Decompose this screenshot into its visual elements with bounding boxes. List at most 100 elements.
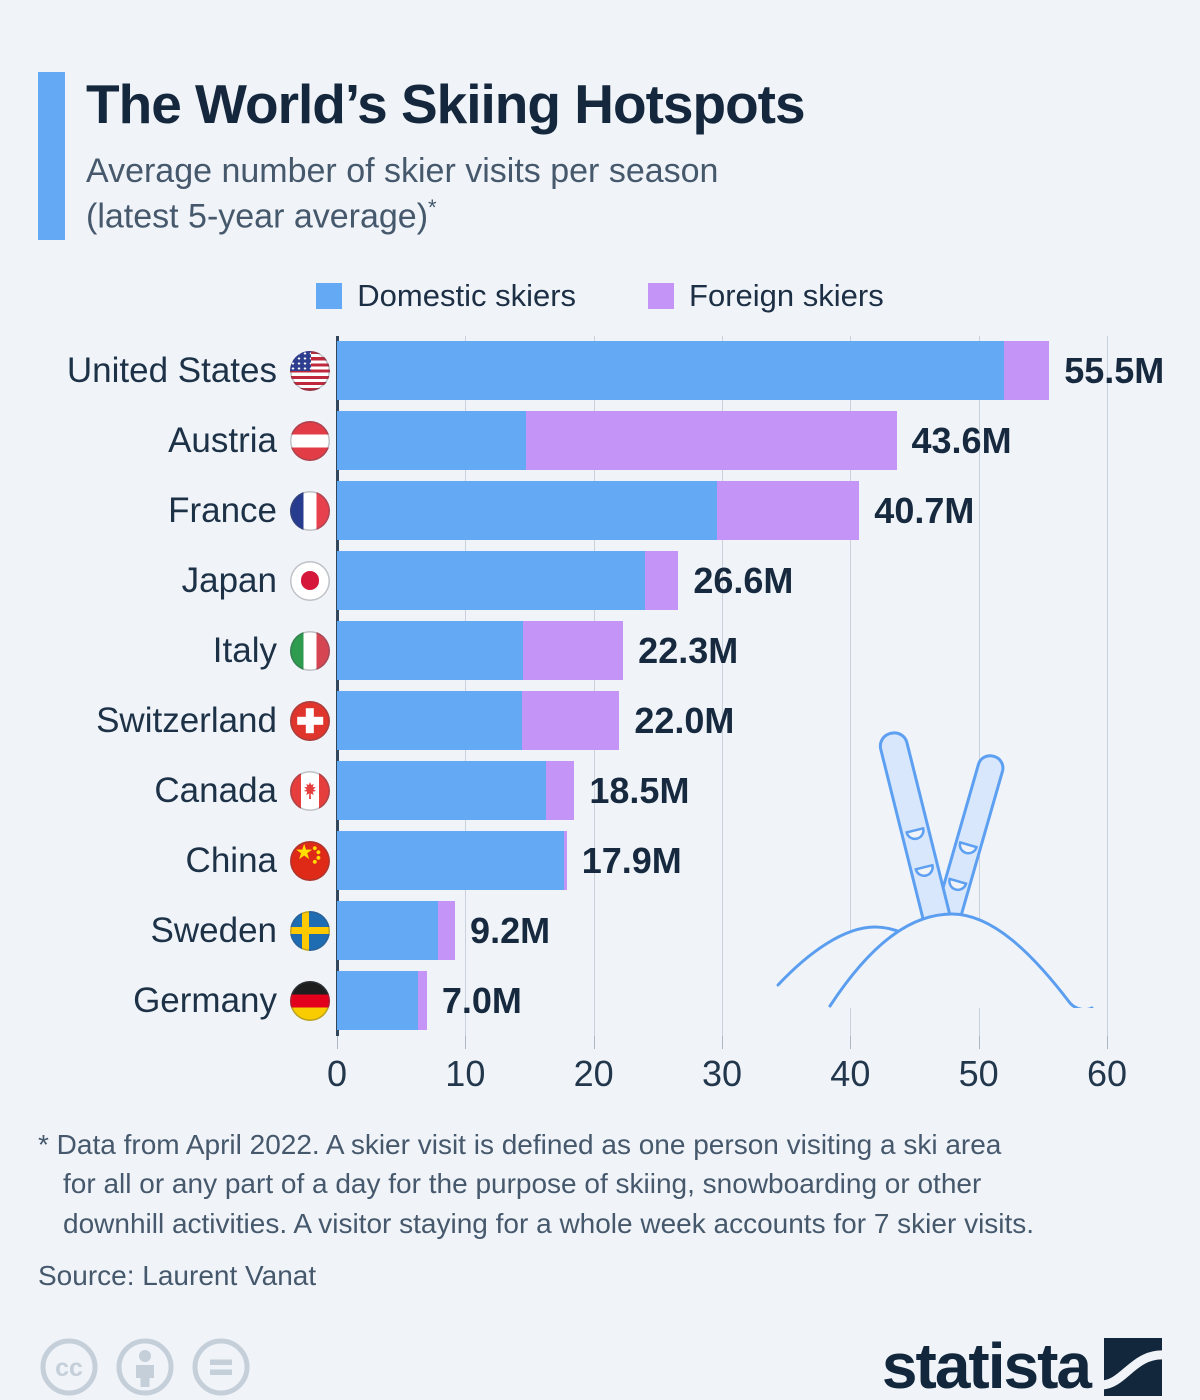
country-label: Switzerland [96,700,277,740]
bar-foreign-segment [417,971,427,1031]
cc-by-icon [116,1338,174,1396]
header-text: The World’s Skiing Hotspots Average numb… [86,72,806,240]
source-credit: Source: Laurent Vanat [38,1259,317,1291]
bar-foreign-segment [645,551,679,611]
bar-domestic-segment [337,831,565,891]
bar-domestic-segment [337,551,645,611]
bar-foreign-segment [525,411,897,471]
subtitle-line-1: Average number of skier visits per seaso… [86,151,719,190]
flag-jp-icon [290,560,330,601]
flag-ca-icon [290,770,330,811]
x-tick-label: 20 [573,1052,614,1094]
svg-text:cc: cc [55,1354,83,1382]
country-label: Italy [212,630,277,670]
country-label: Japan [181,560,277,600]
bar-domestic-segment [337,411,526,471]
statista-logo-mark [1104,1337,1162,1396]
legend-item-domestic: Domestic skiers [316,278,576,314]
country-label: Austria [168,420,277,460]
bar-foreign-segment [716,481,860,541]
flag-de-icon [290,980,330,1021]
bar-foreign-segment [521,691,620,751]
footer: cc statista [38,1330,1162,1400]
bar-domestic-segment [337,341,1005,401]
country-label: United States [66,350,277,390]
value-label: 26.6M [693,559,794,601]
country-label: Germany [133,980,277,1020]
value-label: 22.3M [638,629,739,671]
footnote-line-3: downhill activities. A visitor staying f… [63,1208,1035,1240]
footnote-line-2: for all or any part of a day for the pur… [63,1168,982,1200]
chart-row-china: China 17.9M [38,826,1162,896]
flag-at-icon [290,420,330,461]
bar-domestic-segment [337,691,522,751]
bar-foreign-segment [546,761,575,821]
value-label: 22.0M [634,699,735,741]
value-label: 43.6M [911,419,1012,461]
legend-label-domestic: Domestic skiers [357,277,577,313]
flag-se-icon [290,910,330,951]
value-label: 40.7M [874,489,975,531]
title-accent-bar [38,72,65,240]
statista-wordmark: statista [881,1330,1092,1400]
chart-row-austria: Austria 43.6M [38,406,1162,476]
flag-us-icon [290,350,330,391]
x-tick-label: 10 [445,1052,486,1094]
header: The World’s Skiing Hotspots Average numb… [0,0,1200,240]
value-label: 7.0M [441,979,522,1021]
page-subtitle: Average number of skier visits per seaso… [86,149,805,240]
footnote-line-1: * Data from April 2022. A skier visit is… [38,1128,1002,1160]
bar-foreign-segment [438,901,456,961]
bar-chart: United States 55.5M Austria 43.6M France… [38,335,1165,1103]
legend-label-foreign: Foreign skiers [689,277,884,313]
cc-license-icons: cc [38,1336,252,1398]
value-label: 17.9M [581,839,682,881]
bar-foreign-segment [523,621,624,681]
bar-domestic-segment [337,621,524,681]
flag-cn-icon [290,840,330,881]
x-tick-label: 30 [701,1052,743,1094]
gridlines [336,335,1108,1036]
axis-ticks [337,1035,1108,1049]
x-tick-label: 60 [1086,1052,1128,1094]
flag-it-icon [290,630,330,671]
chart-row-switzerland: Switzerland 22.0M [38,686,1162,756]
cc-icon: cc [40,1338,98,1396]
ski-illustration [776,730,1094,1008]
value-label: 18.5M [589,769,690,811]
chart-row-united-states: United States 55.5M [38,336,1165,406]
bar-domestic-segment [337,481,717,541]
footnote: * Data from April 2022. A skier visit is… [38,1125,1162,1244]
flag-fr-icon [290,490,330,531]
y-axis-line [336,335,339,1036]
chart-row-france: France 40.7M [38,476,1162,546]
x-tick-label: 50 [958,1052,999,1094]
x-axis-labels: 0 10 20 30 40 50 60 [327,1052,1127,1103]
chart-row-canada: Canada 18.5M [38,756,1162,826]
footnote-marker: * [428,195,437,221]
legend-swatch-foreign [648,282,675,309]
legend: Domestic skiers Foreign skiers [0,276,1200,316]
legend-swatch-domestic [316,282,343,309]
value-label: 55.5M [1064,349,1165,391]
country-label: Sweden [150,910,277,950]
x-tick-label: 0 [326,1052,348,1094]
statista-logo: statista [881,1330,1162,1400]
subtitle-line-2: (latest 5-year average) [86,197,429,236]
legend-item-foreign: Foreign skiers [648,278,884,314]
bar-domestic-segment [337,971,418,1031]
bar-foreign-segment [564,831,567,891]
flag-ch-icon [290,700,330,741]
country-label: China [185,840,277,880]
chart-row-japan: Japan 26.6M [38,546,1162,616]
value-label: 9.2M [470,909,551,951]
cc-nd-icon [192,1338,250,1396]
country-label: France [168,490,277,530]
bar-domestic-segment [337,901,439,961]
chart-row-sweden: Sweden 9.2M [38,896,1162,966]
x-tick-label: 40 [830,1052,871,1094]
page-title: The World’s Skiing Hotspots [86,73,806,135]
chart-row-germany: Germany 7.0M [38,966,1162,1036]
chart-rows: United States 55.5M Austria 43.6M France… [38,336,1165,1036]
